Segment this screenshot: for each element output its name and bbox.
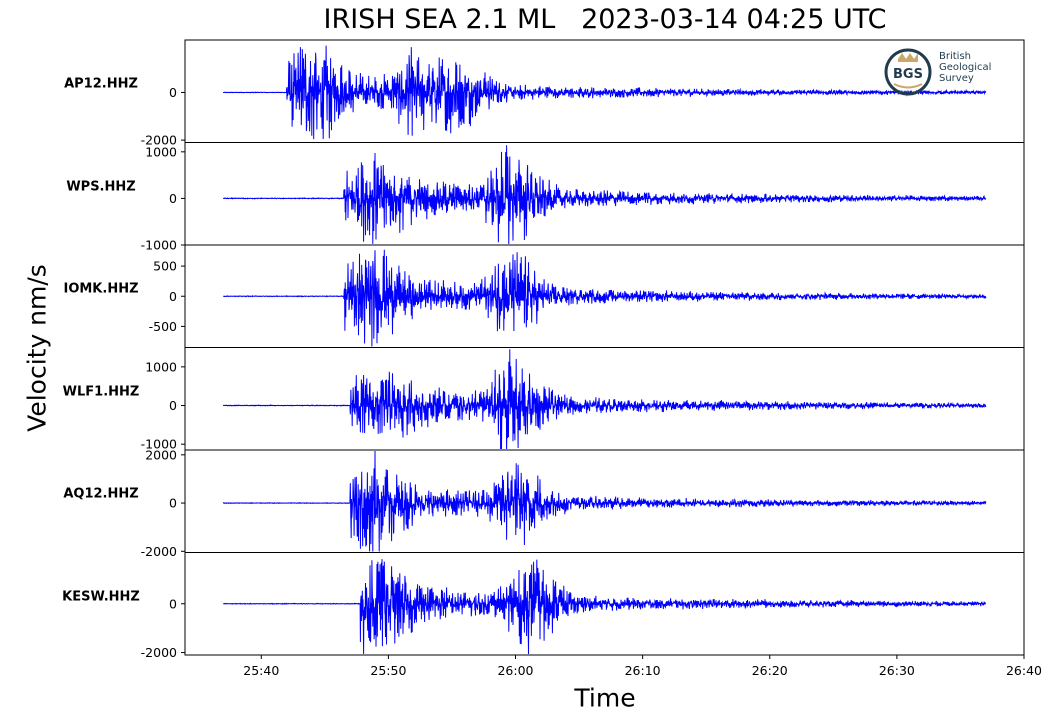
station-label: IOMK.HHZ: [63, 281, 139, 297]
x-tick-label: 25:40: [243, 663, 279, 678]
logo-line-1: British: [939, 51, 971, 62]
bgs-logo-emblem: BGS: [884, 48, 932, 96]
panel-frame: [184, 347, 1025, 451]
waveform-ap12-hhz: [222, 45, 987, 140]
y-tick-label: 0: [169, 496, 177, 511]
waveform-wps-hhz: [223, 145, 987, 245]
station-label: AQ12.HHZ: [63, 486, 139, 502]
station-label: KESW.HHZ: [62, 589, 140, 605]
y-tick-label: -2000: [141, 133, 177, 148]
y-tick-label: 0: [169, 398, 177, 413]
y-tick-label: 2000: [145, 447, 177, 462]
waveform-iomk-hhz: [222, 249, 987, 347]
y-tick-label: -2000: [141, 645, 177, 660]
y-tick-label: 1000: [145, 359, 177, 374]
x-tick-label: 26:30: [879, 663, 915, 678]
y-tick-label: -1000: [141, 238, 177, 253]
station-label: WLF1.HHZ: [62, 384, 140, 400]
x-tick-label: 26:20: [752, 663, 788, 678]
y-tick-label: 1000: [145, 144, 177, 159]
waveform-aq12-hhz: [222, 450, 987, 552]
logo-line-3: Survey: [939, 73, 974, 84]
y-tick-label: -2000: [141, 544, 177, 559]
y-tick-label: -500: [149, 319, 177, 334]
y-tick-label: 0: [169, 289, 177, 304]
x-tick-label: 26:10: [625, 663, 661, 678]
logo-line-2: Geological: [939, 62, 992, 73]
y-tick-label: 0: [169, 191, 177, 206]
y-tick-label: 0: [169, 596, 177, 611]
x-tick-label: 26:40: [1006, 663, 1042, 678]
logo-text: British Geological Survey: [939, 51, 991, 84]
y-tick-label: 500: [153, 259, 177, 274]
y-tick-label: 0: [169, 85, 177, 100]
bgs-logo: BGS British Geological Survey: [884, 47, 1004, 97]
station-label: WPS.HHZ: [66, 179, 136, 195]
waveform-wlf1-hhz: [222, 349, 987, 450]
y-tick-label: -1000: [141, 437, 177, 452]
x-tick-label: 26:00: [497, 663, 533, 678]
chart-title: IRISH SEA 2.1 ML 2023-03-14 04:25 UTC: [323, 4, 887, 35]
logo-abbr: BGS: [893, 67, 923, 82]
x-axis-label: Time: [574, 683, 636, 713]
x-tick-label: 25:50: [370, 663, 406, 678]
station-label: AP12.HHZ: [64, 76, 138, 92]
waveform-kesw-hhz: [222, 559, 987, 655]
